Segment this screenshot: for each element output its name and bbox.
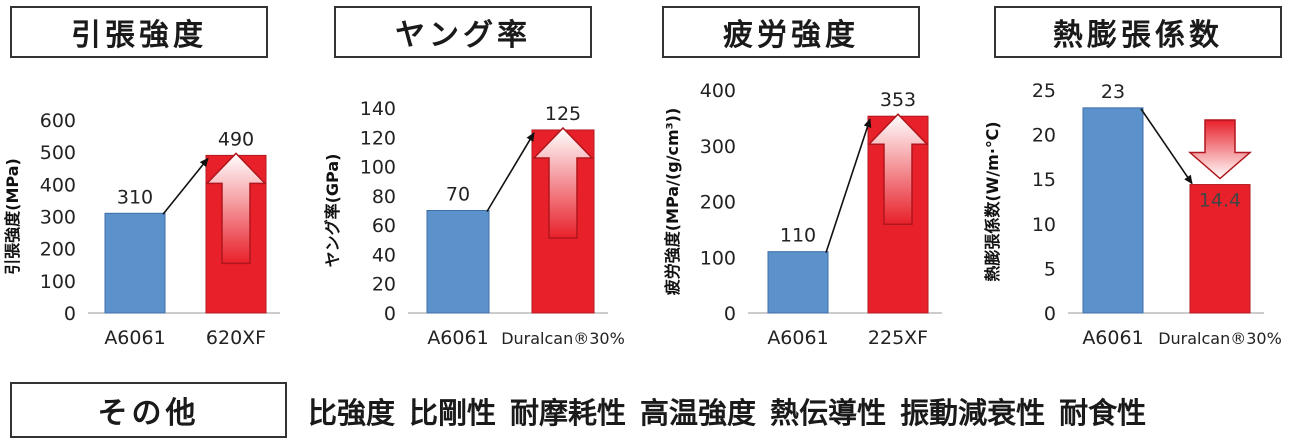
y-tick-label: 300	[40, 207, 76, 229]
chart-youngs-modulus: 0 20 40 60 80 100 120 140 ヤング率(GPa) A6061 Duralcan…	[320, 70, 640, 360]
y-tick-label: 140	[360, 98, 396, 120]
others-item: 比強度	[308, 396, 396, 430]
bar-duralcan-30-	[1189, 184, 1251, 314]
increase-block-arrow	[867, 113, 929, 225]
y-tick-label: 400	[700, 80, 736, 102]
chart-svg-2: 0 100 200 300 400 疲労強度(MPa/(g/cm³)) A6061 225XF…	[663, 80, 942, 349]
x-category-label: Duralcan®30%	[1158, 329, 1282, 348]
x-category-label: Duralcan®30%	[501, 329, 625, 348]
data-value-label: 14.4	[1199, 190, 1241, 212]
y-tick-label: 10	[1032, 214, 1056, 236]
x-category-label: 620XF	[206, 327, 266, 349]
increase-block-arrow	[532, 126, 594, 239]
chart-group: 0 100 200 300 400 500 600 引張強度(MPa) A6061 620XF 31…	[3, 110, 280, 349]
chart-svg-0: 0 100 200 300 400 500 600 引張強度(MPa) A6061 620XF 31…	[3, 110, 280, 349]
x-category-label: 225XF	[868, 327, 928, 349]
header-youngs-modulus: ヤング率	[334, 6, 592, 58]
y-tick-label: 100	[40, 271, 76, 293]
data-value-label: 23	[1101, 81, 1125, 103]
x-category-label: A6061	[1082, 327, 1143, 349]
others-item: 熱伝導性	[770, 396, 887, 430]
others-item: 高温強度	[640, 396, 757, 430]
chart-group: 0 20 40 60 80 100 120 140 ヤング率(GPa) A6061 Duralcan…	[323, 98, 625, 349]
x-category-label: A6061	[104, 327, 165, 349]
others-item: 振動減衰性	[900, 396, 1046, 430]
others-item: 耐食性	[1059, 396, 1147, 430]
data-value-label: 70	[446, 184, 470, 206]
y-tick-label: 0	[724, 303, 736, 325]
chart-tensile-strength: 0 100 200 300 400 500 600 引張強度(MPa) A6061 620XF 31…	[0, 70, 300, 360]
data-value-label: 110	[780, 225, 816, 247]
data-value-label: 310	[117, 186, 153, 208]
y-tick-label: 25	[1032, 80, 1056, 102]
data-value-label: 353	[880, 89, 916, 111]
decrease-block-arrow	[1187, 119, 1253, 180]
y-tick-label: 200	[700, 192, 736, 214]
y-tick-label: 500	[40, 142, 76, 164]
y-tick-label: 20	[372, 274, 396, 296]
y-tick-label: 15	[1032, 169, 1056, 191]
y-tick-label: 600	[40, 110, 76, 132]
y-axis-title: 引張強度(MPa)	[3, 158, 22, 275]
y-tick-label: 200	[40, 239, 76, 261]
data-value-label: 490	[218, 128, 254, 150]
chart-svg-1: 0 20 40 60 80 100 120 140 ヤング率(GPa) A6061 Duralcan…	[323, 98, 625, 349]
others-item: 耐摩耗性	[510, 396, 627, 430]
others-item: 比剛性	[409, 396, 497, 430]
trend-arrow	[162, 157, 209, 215]
y-tick-label: 300	[700, 136, 736, 158]
y-tick-label: 20	[1032, 125, 1056, 147]
x-category-label: A6061	[427, 327, 488, 349]
y-tick-label: 100	[360, 157, 396, 179]
trend-arrow	[486, 132, 535, 212]
data-value-label: 125	[545, 103, 581, 125]
y-tick-label: 120	[360, 127, 396, 149]
y-axis-title: 熱膨張係数(W/m·℃)	[983, 121, 1002, 281]
others-list: 比強度 比剛性 耐摩耗性 高温強度 熱伝導性 振動減衰性 耐食性	[308, 386, 1146, 436]
bar-a6061	[426, 210, 490, 314]
y-tick-label: 400	[40, 174, 76, 196]
chart-group: 0 5 10 15 20 25 熱膨張係数(W/m·℃) A6061 Duralcan®30% 2…	[983, 80, 1282, 349]
others-label: その他	[10, 382, 287, 438]
header-fatigue-strength: 疲労強度	[662, 6, 920, 58]
chart-thermal-expansion: 0 5 10 15 20 25 熱膨張係数(W/m·℃) A6061 Duralcan®30% 2…	[983, 70, 1297, 360]
trend-arrow	[825, 118, 872, 253]
y-tick-label: 80	[372, 186, 396, 208]
bar-a6061	[767, 251, 829, 314]
trend-arrow	[1140, 108, 1193, 185]
chart-fatigue-strength: 0 100 200 300 400 疲労強度(MPa/(g/cm³)) A6061 225XF…	[660, 70, 970, 360]
header-tensile-strength: 引張強度	[10, 6, 268, 58]
y-tick-label: 60	[372, 215, 396, 237]
bar-a6061	[104, 212, 166, 314]
bar-a6061	[1082, 107, 1144, 314]
y-tick-label: 40	[372, 244, 396, 266]
y-tick-label: 0	[1044, 303, 1056, 325]
y-tick-label: 5	[1044, 258, 1056, 280]
chart-group: 0 100 200 300 400 疲労強度(MPa/(g/cm³)) A6061 225XF…	[663, 80, 942, 349]
x-category-label: A6061	[767, 327, 828, 349]
y-tick-label: 0	[384, 303, 396, 325]
y-tick-label: 100	[700, 247, 736, 269]
chart-svg-3: 0 5 10 15 20 25 熱膨張係数(W/m·℃) A6061 Duralcan®30% 2…	[983, 80, 1282, 349]
increase-block-arrow	[205, 152, 267, 265]
header-thermal-expansion: 熱膨張係数	[994, 6, 1282, 58]
y-axis-title: ヤング率(GPa)	[323, 154, 342, 268]
y-tick-label: 0	[64, 303, 76, 325]
y-axis-title: 疲労強度(MPa/(g/cm³))	[663, 108, 682, 296]
